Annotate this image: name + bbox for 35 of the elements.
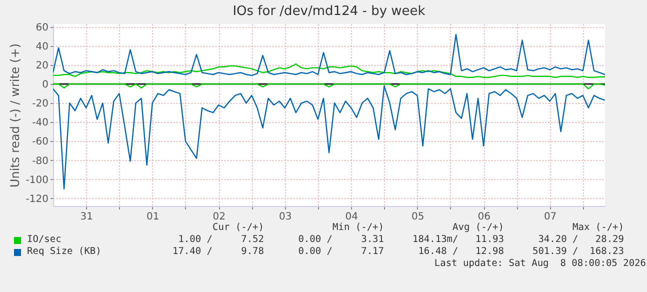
text: 17.40 / 9.78 <box>171 246 264 258</box>
y-tick-label: -40 <box>32 118 48 129</box>
x-tick-label: 05 <box>411 212 424 222</box>
legend-label: IO/sec <box>26 234 62 246</box>
y-tick-label: 60 <box>36 22 48 34</box>
x-tick-label: 02 <box>212 212 226 222</box>
x-tick-label: 01 <box>146 212 160 222</box>
y-tick-label: -80 <box>32 156 48 167</box>
y-tick-label: -120 <box>26 194 48 205</box>
y-tick-label: 40 <box>36 41 48 52</box>
text: 34.20 / 28.29 <box>537 234 624 246</box>
text: Max (-/+) <box>572 222 624 234</box>
y-tick-label: -60 <box>32 136 48 148</box>
x-tick-label: 07 <box>544 212 557 222</box>
text: Avg (-/+) <box>452 222 504 234</box>
x-tick-label: 31 <box>80 212 93 222</box>
y-tick-label: -100 <box>26 174 48 186</box>
chart-title: IOs for /dev/md124 - by week <box>232 4 426 19</box>
text: 16.48 / 12.98 <box>417 246 504 258</box>
text: Last update: Sat Aug 8 08:00:05 2026 <box>433 258 646 270</box>
x-tick-label: 04 <box>345 212 358 222</box>
y-tick-label: 0 <box>42 80 48 91</box>
text: Min (-/+) <box>332 222 384 234</box>
text: 0.00 / 7.17 <box>297 246 384 258</box>
x-tick-label: 03 <box>278 212 292 222</box>
y-axis-title: Units read (-) / write (+) <box>8 43 22 188</box>
legend-label: Req Size (KB) <box>26 246 102 258</box>
text: 501.39 / 168.23 <box>531 246 624 258</box>
y-tick-label: -20 <box>32 98 48 110</box>
text: Cur (-/+) <box>212 222 264 234</box>
text: 1.00 / 7.52 <box>177 234 264 246</box>
y-tick-label: 20 <box>36 60 48 72</box>
x-tick-label: 06 <box>478 212 490 222</box>
text: 184.13m/ 11.93 <box>411 234 504 246</box>
text: 0.00 / 3.31 <box>297 234 384 246</box>
